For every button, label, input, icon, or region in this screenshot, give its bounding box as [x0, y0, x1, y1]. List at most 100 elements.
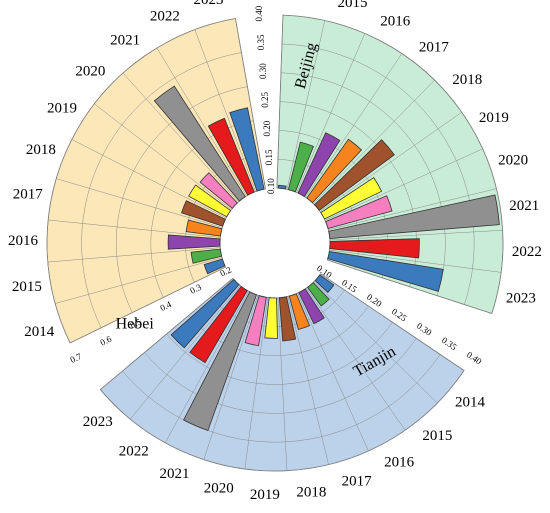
bar-beijing-2020: [325, 195, 393, 229]
tick-label-tianjin: 0.35: [440, 335, 459, 352]
grid-spoke-tianjin: [313, 281, 438, 404]
bar-hebei-2022: [207, 117, 255, 196]
tick-label-beijing: 0.20: [262, 120, 272, 136]
grid-spoke-tianjin: [320, 273, 465, 371]
tick-label-hebei: 0.3: [188, 282, 203, 296]
tick-label-beijing: 0.30: [258, 63, 268, 79]
grid-spoke-hebei: [235, 18, 266, 189]
grid-lines: [46, 14, 504, 472]
bar-tianjin-2020: [244, 295, 267, 347]
grid-spoke-hebei: [56, 178, 223, 228]
bar-tianjin-2016: [298, 288, 325, 325]
year-label-tianjin-2015: 2015: [422, 428, 452, 444]
grid-spoke-beijing: [319, 112, 462, 212]
bar-hebei-2017: [185, 219, 223, 237]
grid-spoke-tianjin: [306, 288, 406, 431]
bar-tianjin-2014: [314, 274, 335, 293]
grid-spoke-beijing: [329, 230, 503, 241]
grid-spoke-hebei: [94, 103, 232, 210]
bar-tianjin-2023: [170, 278, 240, 349]
year-label-beijing-2019: 2019: [479, 110, 509, 126]
bar-beijing-2023: [327, 251, 444, 292]
tick-label-beijing: 0.25: [260, 91, 270, 107]
year-label-tianjin-2016: 2016: [384, 454, 415, 470]
bar-tianjin-2018: [278, 296, 297, 342]
grid-spoke-tianjin: [130, 285, 241, 420]
bar-beijing-2017: [306, 138, 363, 204]
year-label-hebei-2020: 2020: [75, 63, 105, 79]
year-label-hebei-2015: 2015: [12, 279, 42, 295]
year-label-tianjin-2022: 2022: [119, 444, 149, 460]
grid-spoke-beijing: [286, 20, 325, 190]
year-label-beijing-2014: 2014: [292, 0, 323, 1]
year-label-hebei-2018: 2018: [26, 142, 56, 158]
grid-spoke-beijing: [324, 148, 483, 221]
panel-backgrounds: [46, 14, 504, 472]
bars: [153, 85, 500, 432]
bar-beijing-2014: [277, 184, 287, 190]
year-label-hebei-2023: 2023: [194, 0, 224, 8]
tick-label-beijing: 0.10: [266, 178, 276, 194]
grid-spoke-tianjin: [297, 293, 369, 452]
grid-spoke-hebei: [71, 139, 227, 219]
region-label-hebei: Hebei: [116, 316, 155, 333]
tick-label-tianjin: 0.30: [415, 321, 434, 338]
bar-beijing-2016: [297, 132, 341, 198]
tick-label-beijing: 0.40: [254, 5, 264, 21]
grid-arc-tianjin: [100, 370, 465, 472]
year-label-tianjin-2020: 2020: [204, 481, 234, 497]
bar-tianjin-2022: [189, 285, 248, 364]
bar-beijing-2021: [328, 194, 500, 239]
grid-spoke-hebei: [122, 72, 239, 203]
year-label-beijing-2016: 2016: [380, 14, 411, 30]
grid-spoke-beijing: [305, 53, 403, 198]
year-label-hebei-2021: 2021: [110, 32, 140, 48]
year-label-hebei-2019: 2019: [47, 100, 77, 116]
year-label-tianjin-2017: 2017: [342, 473, 373, 489]
bar-tianjin-2015: [306, 282, 330, 307]
bar-hebei-2014: [203, 258, 226, 275]
tick-label-hebei: 0.2: [218, 265, 232, 279]
year-label-hebei-2017: 2017: [13, 186, 44, 202]
bar-hebei-2020: [199, 172, 238, 209]
year-label-tianjin-2018: 2018: [296, 484, 326, 500]
grid-arc-hebei: [46, 18, 236, 344]
bar-beijing-2018: [313, 139, 395, 211]
grid-spoke-beijing: [327, 259, 492, 314]
bar-hebei-2023: [229, 107, 265, 192]
year-label-beijing-2020: 2020: [498, 153, 528, 169]
grid-spoke-beijing: [329, 249, 502, 273]
year-labels: 2014 2015 2016 2017 2018 2019 2020 2021 2022 2023…: [8, 0, 542, 503]
bar-tianjin-2021: [183, 291, 257, 432]
grid-spoke-hebei: [55, 257, 223, 304]
bar-hebei-2016: [167, 234, 221, 250]
bar-hebei-2019: [188, 184, 232, 218]
bar-beijing-2019: [320, 177, 383, 220]
grid-spoke-hebei: [156, 47, 247, 197]
year-label-beijing-2022: 2022: [512, 244, 542, 260]
bar-tianjin-2019: [264, 297, 278, 339]
year-label-beijing-2023: 2023: [506, 290, 536, 306]
grid-spoke-beijing: [328, 188, 497, 231]
tick-label-hebei: 0.5: [128, 316, 143, 330]
tick-label-hebei: 0.6: [99, 334, 114, 348]
grid-spoke-hebei: [69, 266, 226, 344]
grid-spoke-beijing: [313, 79, 435, 204]
year-label-beijing-2021: 2021: [509, 198, 539, 214]
year-label-hebei-2016: 2016: [8, 233, 39, 249]
tick-label-hebei: 0.4: [158, 299, 173, 313]
year-label-tianjin-2019: 2019: [250, 487, 280, 503]
grid-spoke-beijing: [276, 15, 284, 189]
grid-spoke-hebei: [48, 219, 221, 238]
grid-spoke-hebei: [47, 247, 221, 263]
grid-spoke-hebei: [194, 29, 256, 192]
year-label-beijing-2017: 2017: [419, 39, 450, 55]
year-label-beijing-2018: 2018: [452, 72, 482, 88]
tick-label-tianjin: 0.40: [465, 349, 484, 366]
bar-hebei-2018: [180, 200, 226, 227]
grid-spoke-beijing: [296, 33, 366, 193]
tick-label-hebei: 0.7: [69, 351, 84, 365]
bar-beijing-2022: [329, 238, 420, 259]
